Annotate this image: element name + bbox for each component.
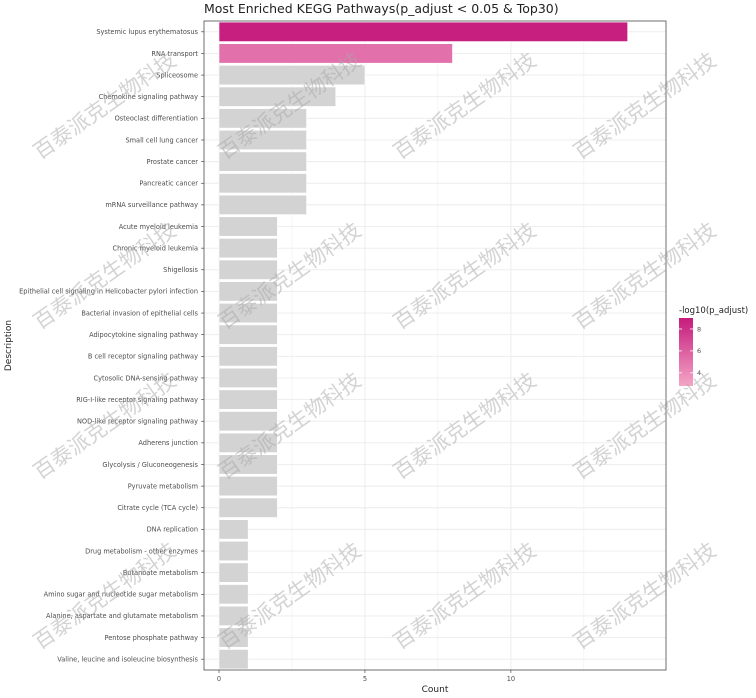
bar — [218, 151, 307, 172]
watermark-text: 百泰派克生物科技 — [569, 368, 720, 484]
y-tick-label: Citrate cycle (TCA cycle) — [117, 504, 198, 512]
bar — [218, 194, 307, 215]
bar — [218, 259, 278, 280]
y-tick-label: Osteoclast differentiation — [115, 115, 198, 123]
legend-tick-label: 6 — [697, 347, 701, 355]
y-tick-label: Small cell lung cancer — [125, 136, 198, 144]
legend-colorbar — [679, 318, 693, 386]
y-tick-label: Spliceosome — [156, 71, 198, 79]
bar — [218, 303, 278, 324]
legend-title: -log10(p_adjust) — [679, 306, 748, 316]
bar — [218, 238, 278, 259]
bar — [218, 605, 249, 626]
y-tick-label: Adherens junction — [138, 439, 198, 447]
bars — [218, 21, 628, 670]
y-axis-title: Description — [4, 320, 14, 371]
bar — [218, 65, 366, 86]
y-tick-label: B cell receptor signaling pathway — [88, 353, 198, 361]
y-tick-labels: Systemic lupus erythematosus RNA transpor… — [19, 28, 204, 663]
bar — [218, 346, 278, 367]
bar — [218, 108, 307, 129]
watermark-text: 百泰派克生物科技 — [569, 48, 720, 164]
bar — [218, 367, 278, 388]
y-tick-label: Epithelial cell signaling in Helicobacte… — [19, 288, 198, 296]
y-tick-label: Butanoate metabolism — [123, 569, 198, 577]
bar — [218, 562, 249, 583]
y-tick-label: Bacterial invasion of epithelial cells — [81, 309, 198, 317]
bar — [218, 173, 307, 194]
y-tick-label: DNA replication — [147, 526, 198, 534]
bar — [218, 411, 278, 432]
panel-border — [203, 20, 667, 671]
y-tick-label: Shigellosis — [163, 266, 198, 274]
y-tick-label: mRNA surveillance pathway — [105, 201, 198, 209]
y-tick-label: Adipocytokine signaling pathway — [89, 331, 198, 339]
legend-tick-label: 8 — [697, 325, 701, 333]
watermark-text: 百泰派克生物科技 — [389, 218, 540, 334]
watermark-text: 百泰派克生物科技 — [29, 48, 180, 164]
bar — [218, 540, 249, 562]
bar — [218, 43, 453, 64]
bar — [218, 584, 249, 605]
x-axis-title: Count — [422, 685, 449, 695]
watermark-text: 百泰派克生物科技 — [569, 218, 720, 334]
y-tick-label: Pentose phosphate pathway — [105, 634, 199, 642]
bar — [218, 389, 278, 410]
watermark-text: 百泰派克生物科技 — [569, 538, 720, 654]
bar — [218, 216, 278, 237]
legend: -log10(p_adjust) 4 6 8 — [679, 306, 748, 386]
x-ticks: 0 5 10 — [217, 670, 515, 683]
chart-title: Most Enriched KEGG Pathways(p_adjust < 0… — [204, 1, 559, 16]
bar — [218, 129, 307, 151]
y-tick-label: Prostate cancer — [147, 158, 199, 166]
bar — [218, 649, 249, 670]
bar — [218, 519, 249, 540]
y-tick-label: NOD-like receptor signaling pathway — [77, 418, 198, 426]
bar — [218, 627, 249, 648]
y-tick-label: Amino sugar and nucleotide sugar metabol… — [44, 591, 198, 599]
legend-tick-label: 4 — [697, 369, 701, 377]
y-tick-label: Chemokine signaling pathway — [99, 93, 198, 101]
y-tick-label: Pancreatic cancer — [139, 180, 198, 188]
bar — [218, 497, 278, 518]
watermark-text: 百泰派克生物科技 — [389, 368, 540, 484]
y-tick-label: Drug metabolism - other enzymes — [85, 547, 198, 555]
y-tick-label: RNA transport — [151, 50, 198, 58]
legend-ticks: 4 6 8 — [679, 325, 701, 377]
bar — [218, 281, 278, 302]
y-tick-label: Chronic myeloid leukemia — [113, 244, 198, 252]
x-tick-label: 5 — [363, 675, 367, 683]
x-tick-label: 0 — [217, 675, 221, 683]
bar — [218, 21, 628, 42]
y-tick-label: Pyruvate metabolism — [128, 482, 198, 490]
watermark-text: 百泰派克生物科技 — [389, 48, 540, 164]
y-tick-label: Valine, leucine and isoleucine biosynthe… — [57, 655, 198, 663]
bar — [218, 454, 278, 475]
x-tick-label: 10 — [507, 675, 515, 683]
y-tick-label: Cytosolic DNA-sensing pathway — [94, 374, 199, 382]
y-tick-label: Alanine, aspartate and glutamate metabol… — [46, 612, 198, 620]
bar — [218, 432, 278, 453]
y-tick-label: Glycolysis / Gluconeogenesis — [102, 461, 198, 469]
bar — [218, 476, 278, 497]
y-tick-label: Systemic lupus erythematosus — [96, 28, 198, 36]
bar — [218, 86, 337, 107]
y-tick-label: RIG-I-like receptor signaling pathway — [76, 396, 198, 404]
bar — [218, 324, 278, 345]
watermark-text: 百泰派克生物科技 — [389, 538, 540, 654]
y-tick-label: Acute myeloid leukemia — [119, 223, 198, 231]
